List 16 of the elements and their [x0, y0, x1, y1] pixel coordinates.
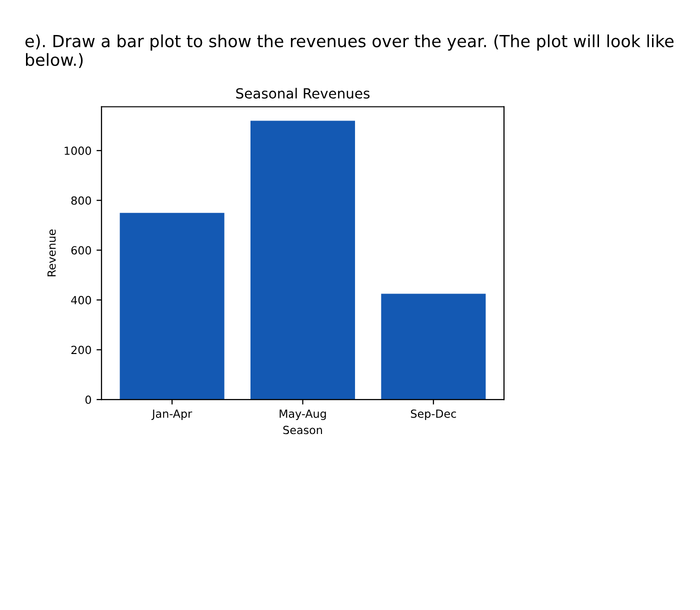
y-tick-label: 400 — [71, 296, 92, 304]
x-axis-title: Season — [283, 426, 322, 434]
x-tick-label: May-Aug — [280, 410, 326, 420]
text: e). Draw a bar plot to show the revenues over the year. (The plot will look like below.) — [25, 34, 674, 68]
chart-title: Seasonal Revenues — [236, 88, 370, 99]
bar — [120, 212, 224, 400]
y-tick-label: 600 — [71, 246, 92, 255]
x-tick-label: Jan-Apr — [151, 410, 192, 420]
y-axis-title: Revenue — [48, 230, 56, 276]
bar — [250, 120, 356, 400]
x-tick-label: Sep-Dec — [410, 409, 456, 420]
y-tick-label: 1000 — [64, 146, 92, 155]
y-tick-label: 200 — [71, 346, 92, 354]
y-tick-label: 0 — [85, 396, 92, 404]
bar — [381, 294, 486, 400]
y-tick-label: 800 — [71, 196, 92, 205]
